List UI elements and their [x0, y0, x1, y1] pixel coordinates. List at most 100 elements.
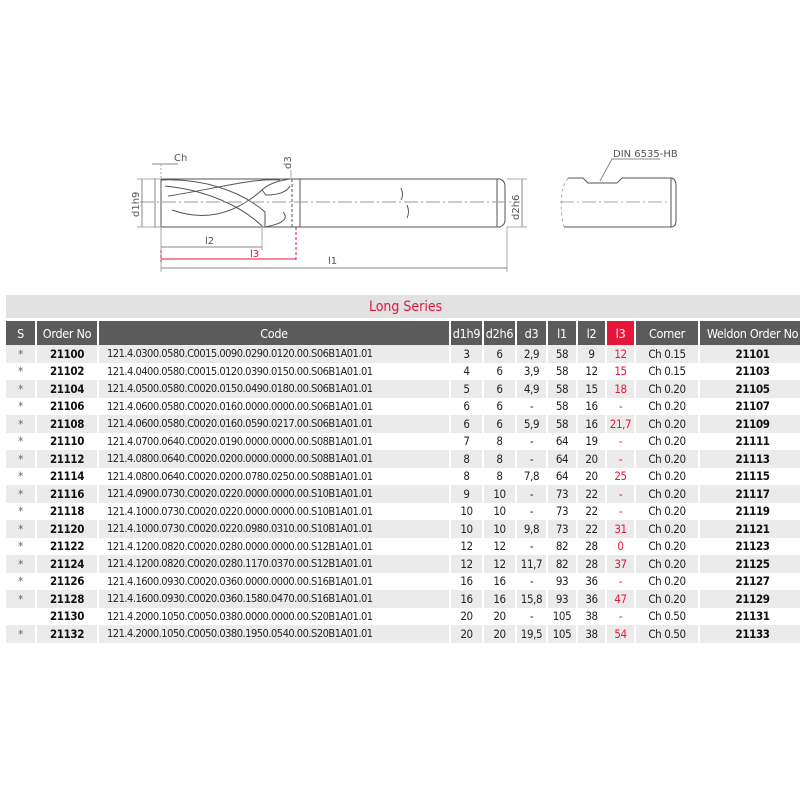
cell-d3: - — [529, 434, 534, 449]
label-d3: d3 — [283, 156, 294, 169]
cell-l2: 38 — [585, 609, 598, 624]
cell-d2h6: 6 — [484, 415, 515, 433]
cell-d3: 19,5 — [517, 625, 546, 643]
cell-d3: 9,8 — [517, 520, 546, 538]
table-row: * 21110 121.4.0700.0640.C0020.0190.0000.00… — [6, 433, 800, 451]
cell-d1h9: 6 — [463, 399, 470, 414]
cell-corner: Ch 0.20 — [636, 380, 698, 398]
cell-l1: 93 — [555, 574, 569, 589]
cell-order-no: 21126 — [50, 574, 84, 589]
cell-l2: 20 — [585, 469, 598, 484]
table-row: * 21132 121.4.2000.1050.C0050.0380.1950.05… — [6, 625, 800, 643]
column-header-d1h9: d1h9 — [451, 318, 482, 345]
cell-d1h9: 8 — [451, 450, 482, 468]
cell-weldon-order-no: 21127 — [735, 574, 770, 589]
cell-l3: 25 — [614, 469, 627, 484]
cell-order-no: 21118 — [50, 504, 84, 519]
cell-l3: - — [618, 399, 623, 414]
cell-weldon-order-no: 21107 — [735, 399, 770, 414]
cell-d3: - — [529, 504, 534, 519]
cell-s: * — [6, 625, 35, 643]
cell-corner: Ch 0.50 — [648, 609, 686, 624]
cell-d1h9: 9 — [451, 485, 482, 503]
cell-l1: 73 — [548, 485, 576, 503]
cell-d3: - — [529, 574, 534, 589]
label-d2h6: d2h6 — [511, 195, 522, 220]
table-row: * 21102 121.4.0400.0580.C0015.0120.0390.01… — [6, 363, 800, 381]
cell-l3: 21,7 — [607, 415, 634, 433]
cell-order-no: 21100 — [37, 345, 97, 363]
cell-d3: 7,8 — [523, 469, 540, 484]
cell-s: * — [18, 504, 23, 519]
table-row: * 21112 121.4.0800.0640.C0020.0200.0000.00… — [6, 450, 800, 468]
cell-order-no: 21128 — [37, 590, 97, 608]
cell-corner: Ch 0.20 — [636, 485, 698, 503]
cell-corner: Ch 0.15 — [648, 364, 686, 379]
cell-d3: 15,8 — [517, 590, 546, 608]
table-row: * 21124 121.4.1200.0820.C0020.0280.1170.03… — [6, 555, 800, 573]
cell-weldon-order-no: 21109 — [700, 415, 800, 433]
column-header-l1: l1 — [548, 318, 576, 345]
cell-s: * — [6, 380, 35, 398]
cell-l2: 28 — [578, 555, 605, 573]
cell-l1: 73 — [555, 504, 569, 519]
label-l1: l1 — [328, 256, 337, 267]
cell-order-no: 21112 — [37, 450, 97, 468]
cell-l2: 15 — [578, 380, 605, 398]
cell-s: * — [6, 345, 35, 363]
cell-s: * — [6, 590, 35, 608]
table-row: * 21122 121.4.1200.0820.C0020.0280.0000.00… — [6, 538, 800, 556]
table-title: Long Series — [6, 295, 800, 318]
cell-d3: - — [517, 450, 546, 468]
table-row: * 21104 121.4.0500.0580.C0020.0150.0490.01… — [6, 380, 800, 398]
cell-l3: - — [618, 574, 623, 589]
cell-s: * — [6, 485, 35, 503]
cell-corner: Ch 0.20 — [648, 399, 686, 414]
cell-d1h9: 16 — [460, 574, 473, 589]
cell-d1h9: 7 — [463, 434, 470, 449]
cell-corner: Ch 0.20 — [636, 555, 698, 573]
label-ch: Ch — [174, 153, 187, 164]
cell-l3: 37 — [607, 555, 634, 573]
table-row: * 21128 121.4.1600.0930.C0020.0360.1580.04… — [6, 590, 800, 608]
column-header-code: Code — [99, 318, 449, 345]
cell-d3: - — [517, 485, 546, 503]
cell-l3: - — [618, 504, 623, 519]
cell-l1: 64 — [548, 450, 576, 468]
cell-corner: Ch 0.20 — [648, 539, 686, 554]
cell-code: 121.4.1600.0930.C0020.0360.0000.0000.00.… — [107, 574, 373, 588]
cell-l1: 58 — [548, 345, 576, 363]
cell-l3: 47 — [607, 590, 634, 608]
cell-d2h6: 6 — [484, 345, 515, 363]
cell-s: * — [18, 434, 23, 449]
cell-order-no: 21106 — [50, 399, 84, 414]
cell-code: 121.4.0600.0580.C0020.0160.0590.0217.00.… — [99, 415, 449, 433]
cell-d2h6: 10 — [484, 520, 515, 538]
cell-d1h9: 5 — [451, 380, 482, 398]
cell-l1: 82 — [548, 555, 576, 573]
cell-l2: 16 — [585, 399, 598, 414]
cell-corner: Ch 0.20 — [636, 415, 698, 433]
tool-drawing: Ch d3 d1h9 d2h6 l2 l3 l1 DIN 6535-HB — [131, 149, 678, 272]
label-l3: l3 — [250, 249, 259, 260]
cell-l1: 73 — [548, 520, 576, 538]
cell-corner: Ch 0.20 — [648, 574, 686, 589]
cell-s: * — [6, 415, 35, 433]
cell-s: * — [18, 469, 23, 484]
cell-d2h6: 6 — [496, 399, 503, 414]
cell-d3: 11,7 — [517, 555, 546, 573]
cell-order-no: 21116 — [37, 485, 97, 503]
table-row: * 21116 121.4.0900.0730.C0020.0220.0000.00… — [6, 485, 800, 503]
cell-order-no: 21122 — [50, 539, 84, 554]
cell-corner: Ch 0.15 — [636, 345, 698, 363]
cell-d2h6: 6 — [484, 380, 515, 398]
cell-weldon-order-no: 21123 — [735, 539, 770, 554]
cell-order-no: 21114 — [50, 469, 84, 484]
cell-l2: 38 — [578, 625, 605, 643]
table-row: * 21114 121.4.0800.0640.C0020.0200.0780.02… — [6, 468, 800, 486]
column-header-l2: l2 — [578, 318, 605, 345]
cell-weldon-order-no: 21103 — [735, 364, 770, 379]
cell-d1h9: 4 — [463, 364, 470, 379]
cell-d3: 4,9 — [517, 380, 546, 398]
cell-l2: 12 — [585, 364, 598, 379]
